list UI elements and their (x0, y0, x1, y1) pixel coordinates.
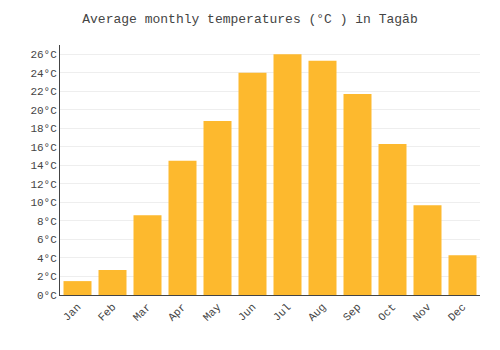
svg-text:Apr: Apr (166, 301, 188, 323)
svg-text:Jul: Jul (271, 301, 293, 323)
svg-text:Mar: Mar (131, 301, 153, 323)
svg-text:Nov: Nov (411, 301, 434, 324)
svg-text:Jun: Jun (236, 301, 258, 323)
svg-text:May: May (201, 301, 224, 324)
svg-text:Oct: Oct (376, 301, 398, 323)
svg-text:14°C: 14°C (30, 160, 57, 172)
svg-text:8°C: 8°C (37, 216, 57, 228)
svg-text:20°C: 20°C (30, 105, 57, 117)
svg-text:26°C: 26°C (30, 49, 57, 61)
svg-text:6°C: 6°C (37, 234, 57, 246)
svg-text:Aug: Aug (306, 301, 328, 323)
svg-text:16°C: 16°C (30, 142, 57, 154)
svg-text:Sep: Sep (341, 301, 363, 323)
svg-text:2°C: 2°C (37, 271, 57, 283)
svg-text:Average monthly temperatures (: Average monthly temperatures (°C ) in Ta… (82, 12, 417, 27)
svg-text:12°C: 12°C (30, 179, 57, 191)
svg-text:Dec: Dec (446, 301, 468, 323)
svg-text:24°C: 24°C (30, 68, 57, 80)
svg-text:0°C: 0°C (37, 290, 57, 302)
svg-text:Feb: Feb (96, 301, 118, 323)
svg-text:18°C: 18°C (30, 123, 57, 135)
svg-text:4°C: 4°C (37, 253, 57, 265)
svg-text:22°C: 22°C (30, 86, 57, 98)
svg-text:10°C: 10°C (30, 197, 57, 209)
svg-text:Jan: Jan (61, 301, 83, 323)
